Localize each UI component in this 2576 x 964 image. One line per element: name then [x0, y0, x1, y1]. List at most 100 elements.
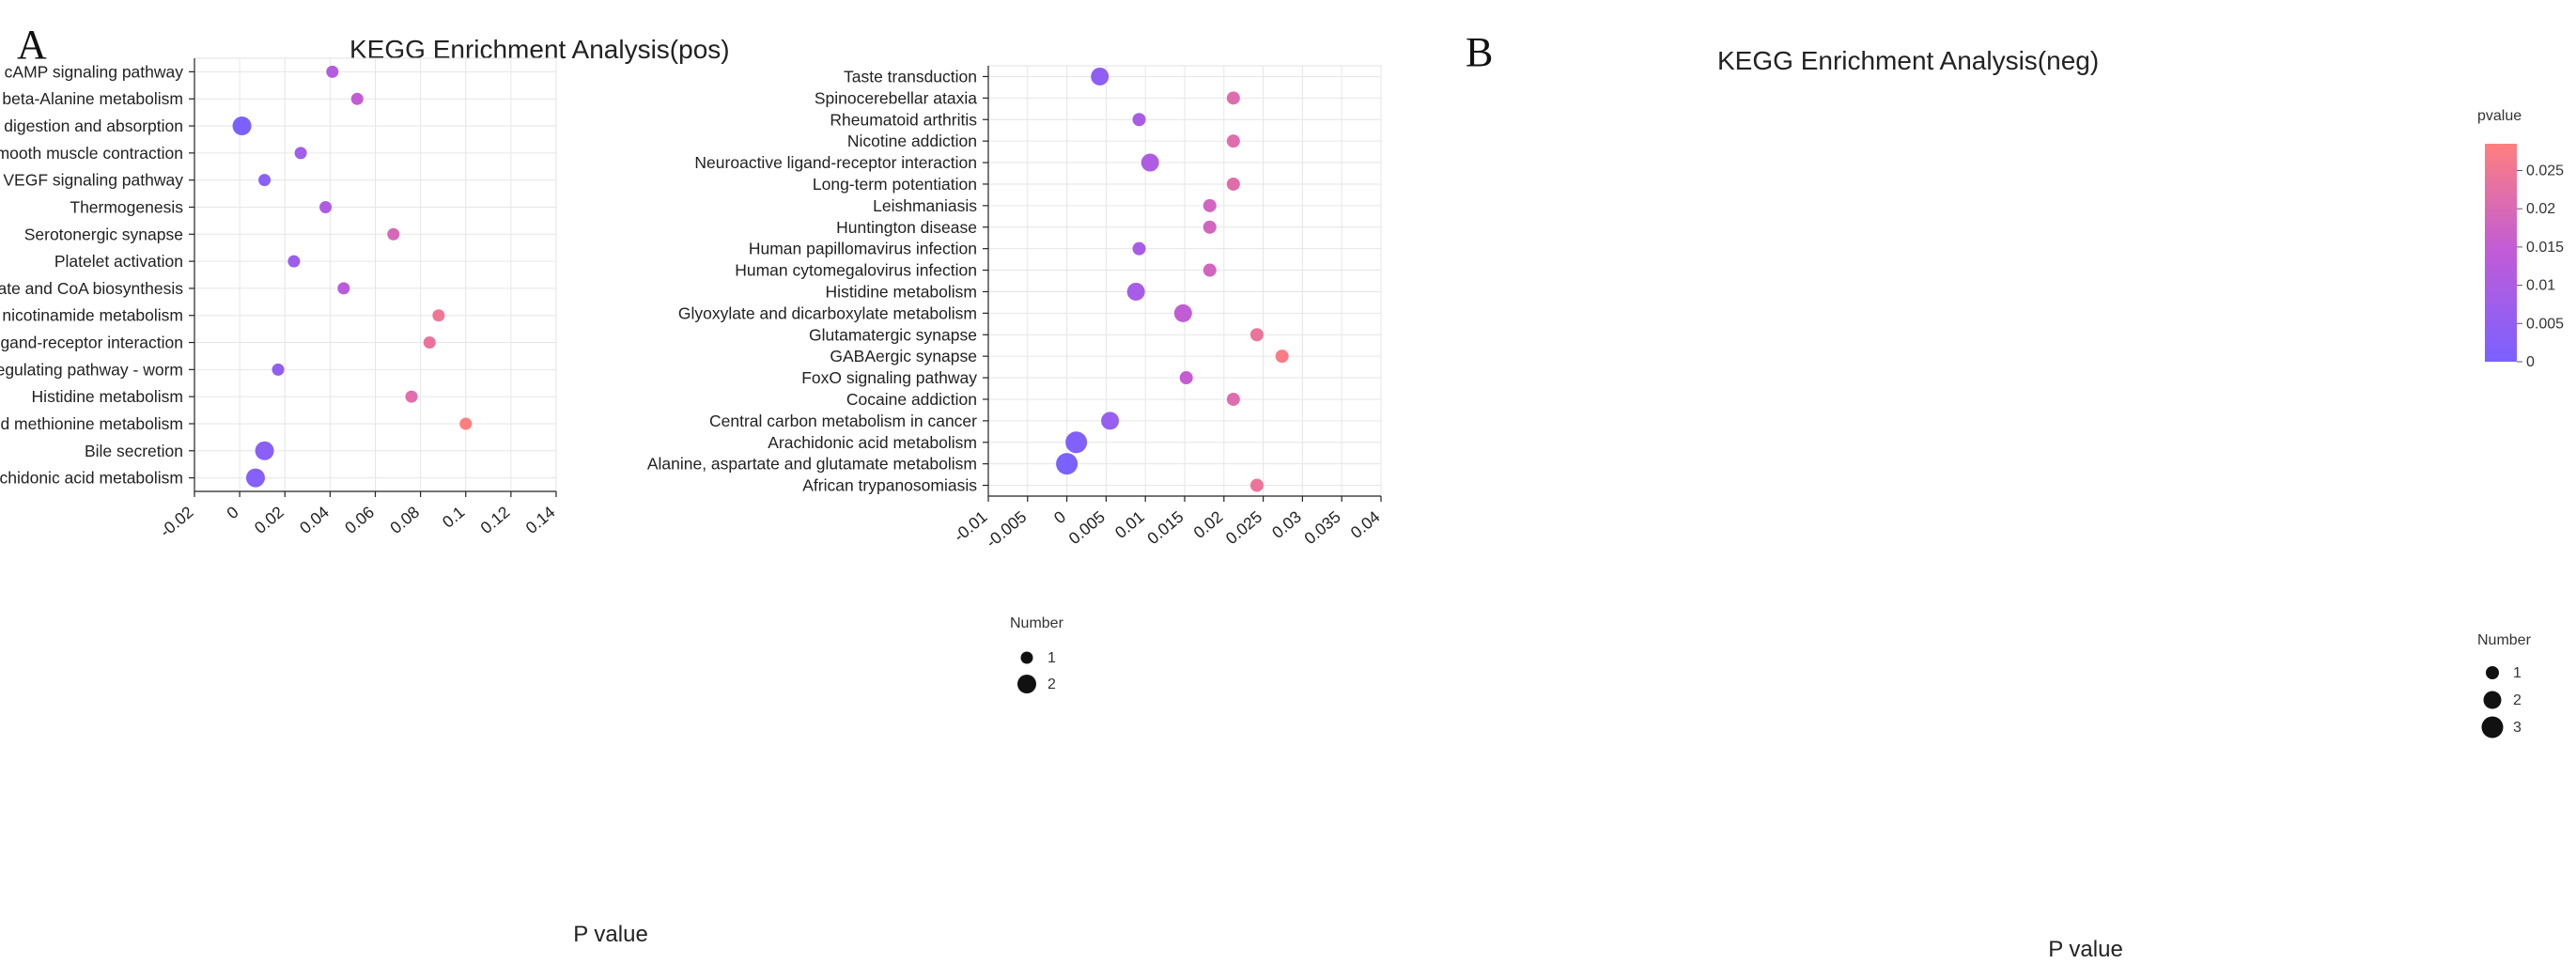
panel-b-point [1226, 134, 1240, 148]
panel-b-category-label: Glyoxylate and dicarboxylate metabolism [678, 303, 977, 322]
panel-b-category-label: Rheumatoid arthritis [830, 110, 977, 129]
panel-b-size-legend-dot [2483, 691, 2502, 709]
panel-b-point [1101, 412, 1120, 430]
panel-b-point [1126, 282, 1145, 301]
panel-a-category-label: Bile secretion [85, 442, 183, 460]
panel-a-point [232, 117, 252, 136]
panel-a-category-label: Arachidonic acid metabolism [0, 469, 183, 488]
panel-a-x-tick-label: 0 [223, 503, 242, 523]
panel-b-colorbar-tick-label: 0.015 [2526, 240, 2564, 256]
panel-b: B KEGG Enrichment Analysis(neg) -0.01-0.… [647, 29, 2564, 962]
panel-a-point [405, 390, 418, 403]
panel-b-point [1179, 371, 1193, 385]
panel-b-category-label: FoxO signaling pathway [801, 368, 977, 387]
panel-b-point [1065, 431, 1088, 454]
panel-a-category-label: beta-Alanine metabolism [2, 89, 183, 108]
panel-b-title: KEGG Enrichment Analysis(neg) [1717, 46, 2099, 75]
panel-a-point [387, 227, 400, 241]
panel-a-x-tick-label: 0.14 [522, 503, 559, 537]
panel-b-size-legend-label: 2 [2513, 692, 2522, 708]
panel-b-colorbar-tick-label: 0 [2526, 354, 2535, 370]
panel-b-category-label: Nicotine addiction [847, 132, 977, 150]
panel-b-category-label: Human papillomavirus infection [749, 240, 977, 258]
panel-b-category-label: Glutamatergic synapse [809, 325, 977, 344]
panel-b-point [1203, 263, 1217, 277]
panel-b-category-label: Taste transduction [844, 67, 977, 86]
panel-a-letter: A [17, 22, 47, 68]
panel-b-category-label: Central carbon metabolism in cancer [709, 412, 977, 430]
panel-a-x-tick-label: 0.02 [251, 503, 287, 537]
panel-b-point [1091, 67, 1110, 86]
panel-b-colorbar-tick-label: 0.005 [2526, 316, 2564, 332]
panel-a-size-legend-label: 2 [1047, 676, 1056, 692]
panel-b-size-legend-dot [2481, 716, 2504, 739]
panel-b-x-tick-label: 0.01 [1111, 507, 1148, 542]
panel-a-point [258, 174, 272, 187]
panel-b-size-legend-title: Number [2477, 632, 2532, 648]
panel-a-size-legend-label: 1 [1047, 650, 1056, 666]
panel-b-x-tick-label: 0.005 [1065, 507, 1109, 548]
panel-a-point [337, 282, 350, 295]
panel-b-category-label: Human cytomegalovirus infection [735, 261, 977, 280]
panel-a-x-tick-label: 0.04 [296, 503, 333, 537]
panel-b-point [1141, 153, 1159, 172]
panel-b-point [1203, 220, 1217, 234]
panel-b-x-tick-label: 0.035 [1300, 507, 1343, 548]
panel-b-x-tick-label: 0.025 [1222, 507, 1265, 548]
panel-b-category-label: African trypanosomiasis [802, 476, 977, 495]
panel-b-point [1132, 113, 1146, 127]
panel-a-category-label: Serotonergic synapse [24, 225, 183, 243]
panel-a-x-axis-label: P value [573, 922, 648, 947]
panel-b-point [1173, 303, 1192, 322]
panel-a-x-tick-label: -0.02 [156, 503, 196, 541]
panel-a-plot: -0.02 0 0.02 0.04 0.06 0.08 0.1 0.12 0.14 cAMP si… [0, 57, 559, 541]
panel-a-category-label: Nicotinate and nicotinamide metabolism [0, 306, 183, 325]
panel-b-point [1056, 453, 1079, 475]
panel-b-x-tick-label: 0.03 [1268, 507, 1305, 542]
panel-a-category-label: Platelet activation [54, 252, 183, 271]
panel-b-category-label: Arachidonic acid metabolism [768, 433, 977, 452]
panel-b-x-tick-label: 0.015 [1143, 507, 1187, 548]
panel-a-point [423, 336, 436, 350]
panel-a-x-tick-label: 0.12 [476, 503, 513, 537]
panel-b-point [1226, 177, 1240, 191]
panel-b-size-legend-dot [2486, 666, 2499, 679]
panel-b-colorbar-ticks: 0 0.005 0.01 0.015 0.02 0.025 [2517, 163, 2564, 370]
panel-b-point [1249, 328, 1264, 342]
panel-a-x-tick-label: 0.06 [341, 503, 378, 537]
panel-a-point [326, 65, 339, 78]
panel-b-colorbar-tick-label: 0.025 [2526, 163, 2564, 179]
panel-a-x-tick-label: 0.08 [386, 503, 423, 537]
panel-b-size-legend-label: 3 [2513, 720, 2522, 736]
panel-a-category-label: Vascular smooth muscle contraction [0, 144, 183, 163]
panel-b-x-tick-label: 0.02 [1189, 507, 1226, 542]
panel-a-point [255, 441, 274, 460]
panel-a-category-label: Longevity regulating pathway - worm [0, 360, 183, 379]
panel-b-category-label: Cocaine addiction [846, 390, 977, 409]
panel-b-size-legend-label: 1 [2513, 665, 2522, 681]
panel-b-size-legend: 1 2 3 [2481, 665, 2522, 739]
panel-b-x-tick-label: 0 [1050, 507, 1070, 528]
panel-a-category-label: Vitamin digestion and absorption [0, 117, 183, 135]
panel-a-size-legend-dot [1020, 651, 1033, 664]
panel-b-colorbar-title: pvalue [2477, 108, 2522, 124]
panel-b-plot: -0.01-0.005 00.005 0.010.015 0.020.025 0.030… [647, 65, 1384, 552]
panel-b-point [1203, 198, 1217, 212]
panel-b-x-axis-label: P value [2048, 937, 2123, 962]
panel-b-point [1226, 392, 1240, 406]
panel-b-category-label: Leishmaniasis [873, 196, 977, 215]
panel-b-point [1249, 478, 1264, 492]
panel-a-point [294, 147, 307, 160]
panel-a-size-legend-dot [1017, 675, 1036, 693]
panel-a-category-label: Histidine metabolism [32, 387, 183, 406]
panel-a-size-legend: 12 [1017, 650, 1056, 693]
panel-a-category-label: Thermogenesis [70, 197, 183, 216]
panel-a-category-label: cAMP signaling pathway [5, 62, 184, 81]
panel-a-point [319, 200, 333, 213]
panel-a-category-label: Neuroactive ligand-receptor interaction [0, 334, 183, 352]
panel-b-colorbar-tick-label: 0.01 [2526, 278, 2555, 294]
panel-b-x-tick-label: 0.04 [1347, 507, 1384, 542]
panel-a-point [432, 309, 445, 322]
panel-b-point [1275, 350, 1289, 364]
